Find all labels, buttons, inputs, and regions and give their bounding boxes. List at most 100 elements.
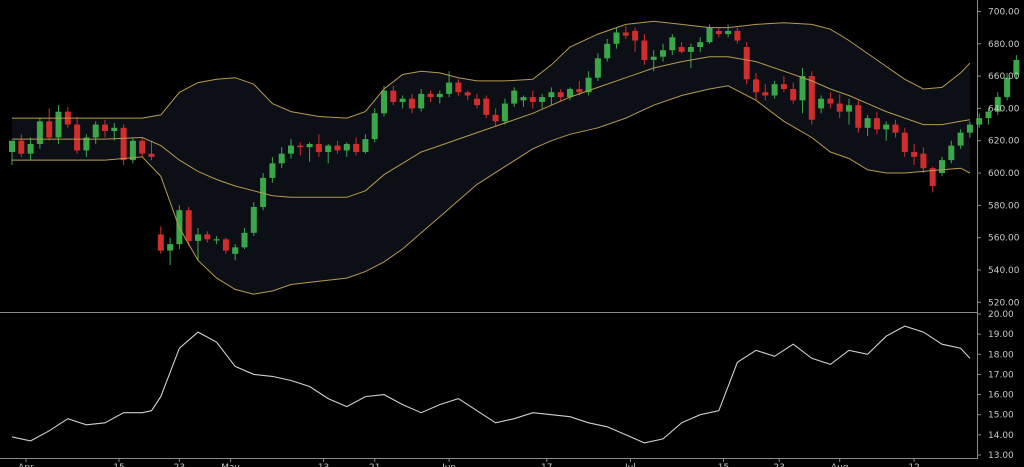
candle-body xyxy=(427,93,434,98)
candle-body xyxy=(111,127,118,132)
bollinger-upper-band xyxy=(12,20,971,119)
candle-body xyxy=(939,160,945,174)
price-tick-label: 640.00 xyxy=(988,104,1020,114)
time-tick-label: Jun xyxy=(441,463,456,467)
indicator-tick-label: 15.00 xyxy=(988,411,1014,421)
candle xyxy=(846,98,852,125)
price-tick-label: 580.00 xyxy=(988,201,1020,211)
candle-body xyxy=(771,84,778,96)
candle xyxy=(306,142,313,162)
candle-body xyxy=(548,92,555,98)
candle-body xyxy=(650,56,657,60)
price-tick-label: 680.00 xyxy=(988,40,1020,50)
candle-body xyxy=(260,177,267,207)
candle-body xyxy=(734,30,741,41)
candle-body xyxy=(706,27,713,43)
candle xyxy=(343,142,350,157)
candle-body xyxy=(157,234,164,251)
indicator-axis[interactable]: 20.00 19.00 18.00 17.00 16.00 15.00 14.00 13.00 xyxy=(977,310,1014,461)
indicator-line xyxy=(11,325,971,444)
candle-body xyxy=(780,84,787,90)
candle xyxy=(260,173,267,211)
candle-body xyxy=(604,43,611,59)
price-tick-label: 660.00 xyxy=(988,72,1020,82)
candle-body xyxy=(102,124,108,132)
candle-body xyxy=(520,97,527,101)
candle-body xyxy=(269,163,276,178)
candle xyxy=(74,116,81,154)
candle-body xyxy=(371,113,378,140)
candle-body xyxy=(929,168,936,186)
candle-body xyxy=(408,98,415,109)
time-axis[interactable]: Apr 15 23 May 13 21 Jun 17 Jul 15 23 Aug 12 xyxy=(0,458,978,467)
price-tick-label: 700.00 xyxy=(988,7,1020,17)
candle xyxy=(9,140,15,165)
candle xyxy=(855,100,862,133)
candle-body xyxy=(920,153,927,169)
candle xyxy=(557,89,564,102)
candle xyxy=(167,237,174,266)
candle-body xyxy=(511,90,518,104)
candle-body xyxy=(743,47,750,80)
candle-body xyxy=(1013,59,1020,75)
candle-body xyxy=(678,47,685,52)
candle-body xyxy=(399,98,406,102)
candle xyxy=(836,93,843,119)
candle xyxy=(799,68,806,114)
candle xyxy=(269,156,276,183)
candle-body xyxy=(539,97,546,102)
candle xyxy=(1013,55,1020,80)
candle xyxy=(892,119,899,138)
time-tick-label: 23 xyxy=(774,463,785,467)
candle xyxy=(660,43,666,62)
candle-body xyxy=(660,50,666,57)
candle-body xyxy=(790,89,797,101)
candle-body xyxy=(74,124,81,151)
candle-body xyxy=(501,103,508,122)
candle xyxy=(157,226,164,254)
candle-body xyxy=(827,98,834,104)
candle-body xyxy=(985,111,992,119)
candle xyxy=(622,26,629,39)
candle-body xyxy=(436,93,443,98)
candle xyxy=(939,156,945,177)
indicator-pane xyxy=(11,325,971,444)
time-tick-label: 21 xyxy=(369,463,380,467)
candle xyxy=(985,108,992,125)
candle-body xyxy=(92,124,99,138)
candle xyxy=(371,108,378,143)
candle xyxy=(36,118,43,149)
candle xyxy=(883,121,890,141)
candle xyxy=(567,87,573,101)
candle xyxy=(148,140,155,161)
time-tick-label: Aug xyxy=(831,463,849,467)
time-tick-label: 23 xyxy=(174,463,185,467)
candle-body xyxy=(846,105,852,112)
candle-body xyxy=(994,97,1001,112)
candle xyxy=(725,24,732,38)
price-pane xyxy=(9,20,1020,295)
bollinger-middle-band xyxy=(12,56,970,198)
price-axis[interactable]: 700.00 680.00 660.00 640.00 620.00 600.00 580.… xyxy=(977,0,1020,458)
candle-body xyxy=(483,98,490,115)
candle-body xyxy=(762,92,769,96)
candle xyxy=(734,27,741,44)
candle-body xyxy=(222,239,229,251)
candle-body xyxy=(1004,77,1011,98)
candle-body xyxy=(362,139,369,153)
candle xyxy=(678,42,685,54)
candle xyxy=(920,147,927,174)
candle-body xyxy=(632,30,639,41)
candle-body xyxy=(315,143,322,153)
candle-body xyxy=(901,132,908,153)
candle-body xyxy=(557,92,564,98)
time-tick-label: 12 xyxy=(908,463,919,467)
candle xyxy=(511,87,518,107)
candle xyxy=(604,38,611,62)
candle xyxy=(427,90,434,102)
candle xyxy=(222,237,229,254)
indicator-tick-label: 18.00 xyxy=(988,350,1014,360)
candle-body xyxy=(334,145,341,151)
